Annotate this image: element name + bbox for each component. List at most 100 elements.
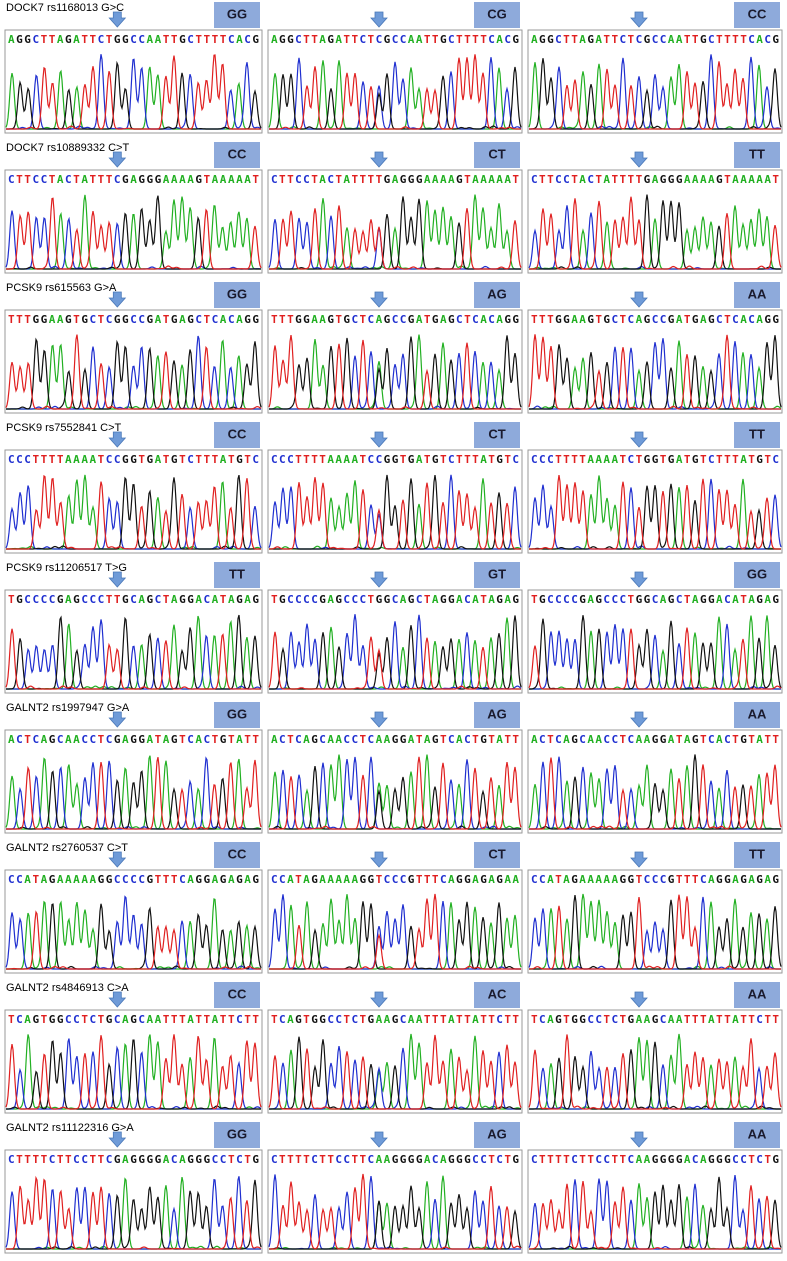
genotype-badge [214, 282, 260, 308]
genotype-label: TT [229, 566, 245, 581]
trace [269, 1173, 522, 1250]
genotype-badge [474, 1122, 520, 1148]
panel-frame [267, 449, 523, 554]
trace [529, 1181, 782, 1250]
genotype-label: AG [487, 706, 507, 721]
base-sequence: CCCTTTTAAAATCTGGTGATGTCTTTATGTC [531, 453, 779, 466]
genotype-label: AG [487, 286, 507, 301]
genotype-label: AC [488, 986, 507, 1001]
genotype-badge [214, 422, 260, 448]
genotype-label: CC [228, 986, 247, 1001]
genotype-label: CC [748, 6, 767, 21]
trace [529, 483, 781, 550]
trace [6, 335, 261, 410]
genotype-label: TT [749, 146, 765, 161]
genotype-badge [474, 842, 520, 868]
trace [269, 614, 522, 690]
snp-arrow [630, 291, 648, 308]
snp-arrow [370, 851, 388, 868]
genotype-badge [474, 702, 520, 728]
genotype-label: AA [748, 986, 767, 1001]
genotype-badge [214, 1122, 260, 1148]
trace [528, 1034, 782, 1110]
snp-arrow [630, 431, 648, 448]
genotype-badge [734, 2, 780, 28]
genotype-label: AA [748, 286, 767, 301]
snp-arrow [108, 851, 127, 868]
snp-arrow [108, 711, 127, 728]
row-label: PCSK9 rs7552841 C>T [6, 422, 122, 434]
snp-arrow [630, 151, 648, 168]
snp-arrow [108, 291, 127, 308]
genotype-badge [214, 982, 260, 1008]
genotype-label: AA [748, 1126, 767, 1141]
genotype-badge [214, 842, 260, 868]
trace [5, 334, 262, 410]
row-label: DOCK7 rs10889332 C>T [6, 142, 129, 154]
row-label: GALNT2 rs4846913 C>A [6, 982, 129, 994]
genotype-label: CC [228, 846, 247, 861]
trace [529, 196, 782, 270]
trace [529, 475, 781, 550]
snp-arrow [370, 571, 388, 588]
base-sequence: TGCCCCGAGCCCTGGCAGCTAGGACATAGAG [271, 593, 519, 606]
snp-arrow [630, 11, 648, 28]
trace [529, 895, 782, 970]
genotype-badge [474, 422, 520, 448]
base-sequence: CTTCCTACTATTTTGAGGGAAAAGTAAAAAT [531, 173, 779, 186]
base-sequence: TCAGTGGCCTCTGAAGCAATTTATTATTCTT [271, 1013, 519, 1026]
row-label: PCSK9 rs615563 G>A [6, 282, 117, 294]
trace [269, 756, 522, 830]
panel-frame [4, 29, 263, 134]
genotype-label: GG [227, 706, 247, 721]
base-sequence: TCAGTGGCCTCTGAAGCAATTTATTATTCTT [531, 1013, 779, 1026]
genotype-badge [734, 282, 780, 308]
base-sequence: CCATAGAAAAAGGTCCCGTTTCAGGAGAGAA [271, 873, 519, 886]
genotype-badge [214, 562, 260, 588]
snp-arrow [370, 991, 388, 1008]
base-sequence: AGGCTTAGATTCTCGCCAATTGCTTTTCACG [531, 33, 779, 46]
panel-frame [267, 29, 523, 134]
panel-frame [527, 449, 783, 554]
panel-frame [4, 449, 263, 554]
trace [6, 54, 261, 130]
trace [268, 631, 521, 690]
base-sequence: CTTTTCTTCCTTCAAGGGGACAGGGCCTCTG [271, 1153, 519, 1166]
trace [529, 61, 781, 130]
trace [5, 1034, 262, 1110]
base-sequence: CCATAGAAAAAGGTCCCGTTTCAGGAGAGAG [531, 873, 779, 886]
trace [6, 197, 262, 270]
genotype-label: AA [748, 706, 767, 721]
snp-arrow [108, 571, 127, 588]
base-sequence: CTTTTCTTCCTTCAAGGGGACAGGGCCTCTG [531, 1153, 779, 1166]
trace [6, 757, 262, 830]
base-sequence: CCCTTTTAAAATCCGGTGATGTCTTTATGTC [271, 453, 519, 466]
trace [528, 627, 782, 690]
base-sequence: AGGCTTAGATTCTCGCCAATTGCTTTTCACG [271, 33, 519, 46]
row-label: GALNT2 rs1997947 G>A [6, 702, 130, 714]
snp-arrow [630, 851, 648, 868]
trace [529, 1041, 781, 1110]
genotype-badge [734, 702, 780, 728]
row-label: PCSK9 rs11206517 T>G [6, 562, 127, 574]
snp-arrow [108, 151, 127, 168]
genotype-label: TT [749, 846, 765, 861]
snp-arrow [108, 991, 127, 1008]
genotype-label: GG [747, 566, 767, 581]
genotype-badge [734, 422, 780, 448]
genotype-badge [734, 562, 780, 588]
genotype-label: CC [228, 426, 247, 441]
trace [268, 1034, 522, 1110]
genotype-badge [474, 982, 520, 1008]
genotype-label: GG [227, 6, 247, 21]
genotype-badge [474, 562, 520, 588]
trace [6, 910, 261, 970]
trace [5, 628, 261, 690]
genotype-label: TT [749, 426, 765, 441]
snp-arrow [370, 431, 388, 448]
